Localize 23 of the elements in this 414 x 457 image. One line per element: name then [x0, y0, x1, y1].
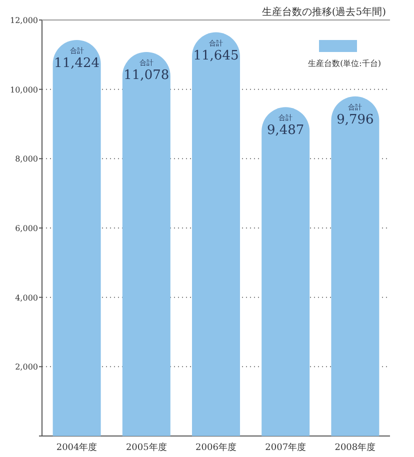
bar	[331, 96, 380, 436]
data-label: 9,487	[266, 123, 304, 138]
y-tick-label: 2,000	[15, 362, 38, 372]
x-tick-label: 2006年度	[196, 442, 236, 453]
bar	[192, 32, 240, 436]
y-tick-label: 8,000	[15, 154, 38, 164]
x-tick-label: 2005年度	[126, 442, 167, 453]
x-tick-label: 2008年度	[334, 442, 376, 453]
legend-label: 生産台数(単位:千台)	[308, 59, 381, 68]
x-tick-label: 2007年度	[265, 442, 306, 453]
data-label: 11,078	[124, 68, 170, 83]
y-tick-label: 6,000	[15, 224, 38, 233]
x-tick-label: 2004年度	[56, 442, 98, 453]
data-label: 9,796	[336, 112, 374, 128]
data-label: 11,424	[54, 56, 100, 71]
chart-title: 生産台数の推移(過去5年間)	[262, 6, 386, 18]
y-tick-label: 12,000	[10, 16, 38, 25]
bar	[262, 107, 310, 436]
data-label: 11,645	[193, 48, 239, 64]
y-tick-label: 4,000	[15, 293, 38, 302]
bar	[122, 52, 170, 436]
bar	[52, 40, 101, 436]
y-tick-label: 10,000	[10, 85, 38, 94]
